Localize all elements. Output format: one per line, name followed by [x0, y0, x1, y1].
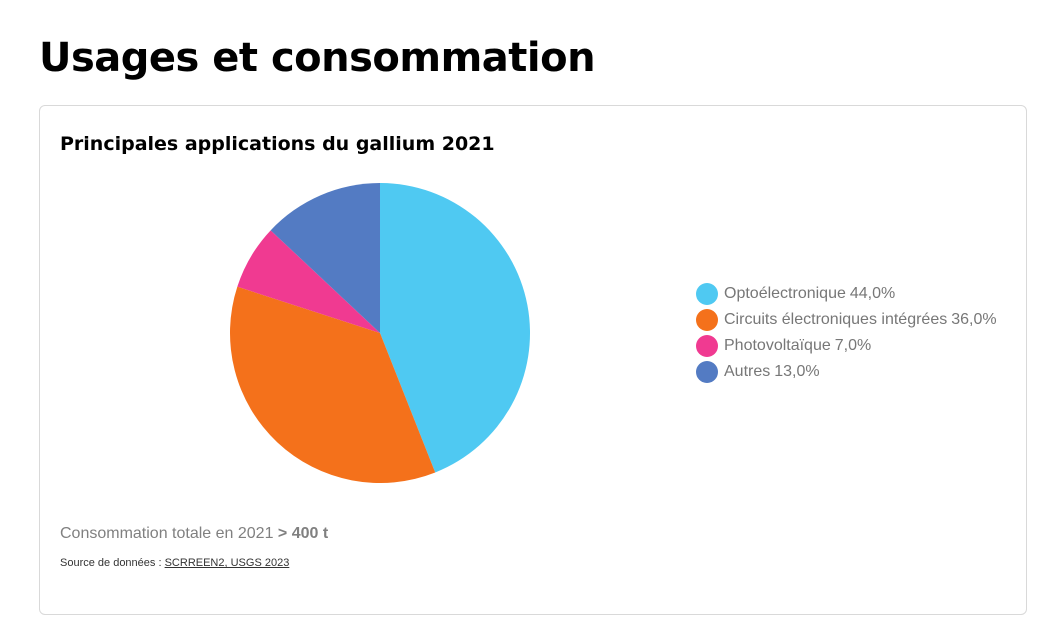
legend-value: 13,0% [774, 363, 820, 380]
pie-slice-1[interactable] [380, 183, 531, 473]
chart-card: Principales applications du gallium 2021… [39, 105, 1027, 615]
legend-label: Photovoltaïque [724, 337, 831, 354]
legend-value: 7,0% [834, 337, 872, 354]
legend-value: 36,0% [951, 311, 997, 328]
legend-item-2[interactable]: Circuits électroniques intégrées 36,0% [696, 307, 997, 333]
page-title: Usages et consommation [39, 35, 596, 81]
pie-chart [229, 183, 531, 484]
chart-title: Principales applications du gallium 2021 [60, 133, 495, 155]
data-source-link[interactable]: SCRREEN2, USGS 2023 [164, 557, 290, 569]
legend-label: Circuits électroniques intégrées [724, 311, 948, 328]
legend-value: 44,0% [849, 285, 896, 302]
legend-label: Autres [724, 363, 771, 380]
pie-slice-4[interactable] [270, 183, 380, 333]
legend-swatch-icon [696, 335, 718, 357]
data-source-label: Source de données : [60, 557, 162, 569]
total-consumption-value: > 400 t [277, 525, 329, 542]
pie-slice-3[interactable] [237, 230, 380, 333]
chart-legend: Optoélectronique 44,0% Circuits électroniq… [696, 281, 997, 385]
legend-item-4[interactable]: Autres 13,0% [696, 359, 997, 385]
legend-swatch-icon [696, 309, 718, 331]
data-source: Source de données : SCRREEN2, USGS 2023 [60, 557, 289, 569]
total-consumption: Consommation totale en 2021 > 400 t [60, 525, 328, 543]
legend-swatch-icon [696, 283, 718, 305]
legend-item-3[interactable]: Photovoltaïque 7,0% [696, 333, 997, 359]
legend-item-1[interactable]: Optoélectronique 44,0% [696, 281, 997, 307]
total-consumption-label: Consommation totale en 2021 [60, 525, 274, 542]
legend-label: Optoélectronique [724, 285, 846, 302]
legend-swatch-icon [696, 361, 718, 383]
pie-slice-2[interactable] [229, 286, 436, 484]
